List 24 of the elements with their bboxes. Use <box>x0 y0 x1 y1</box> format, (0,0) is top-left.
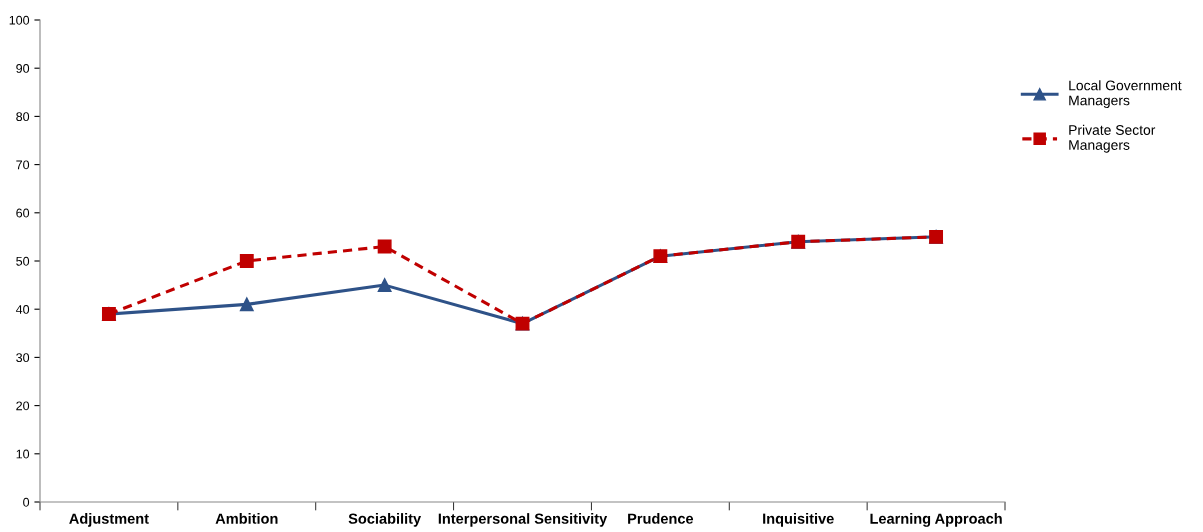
y-tick-label: 30 <box>16 353 30 363</box>
point <box>377 278 392 293</box>
legend-label: Local Government Managers <box>1069 80 1182 109</box>
x-tick-label: Prudence <box>628 513 694 524</box>
y-tick-label: 100 <box>9 15 30 25</box>
x-tick-label: Learning Approach <box>870 513 1002 527</box>
y-tick-label: 40 <box>15 305 30 314</box>
y-tick-label: 70 <box>16 160 30 170</box>
x-tick-label: Interpersonal Sensitivity <box>438 513 608 527</box>
x-tick-label: Sociability <box>348 513 422 527</box>
x-tick-label: Ambition <box>215 513 278 524</box>
x-tick-label: Adjustment <box>69 513 149 527</box>
y-tick-label: 60 <box>16 208 30 218</box>
y-tick-label: 50 <box>16 256 30 266</box>
point <box>239 254 254 268</box>
y-tick-label: 10 <box>16 449 30 459</box>
y-tick-label: 90 <box>16 64 30 73</box>
y-tick-label: 0 <box>23 497 30 507</box>
x-tick-label: Inquisitive <box>763 513 834 527</box>
point <box>377 239 392 254</box>
legend-label: Private Sector Managers <box>1069 124 1156 153</box>
y-tick-label: 80 <box>16 112 30 122</box>
point <box>239 297 254 312</box>
y-tick-label: 20 <box>16 401 30 411</box>
